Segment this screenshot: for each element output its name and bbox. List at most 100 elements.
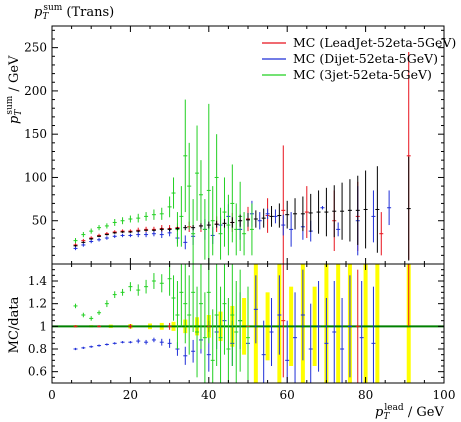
ratio-point-1 (167, 322, 172, 330)
ratio-point-2 (340, 298, 345, 383)
mc-point-1 (281, 145, 286, 264)
data-point (151, 229, 156, 232)
ratio-point-3 (175, 281, 180, 349)
data-point (136, 230, 141, 232)
ratio-point-3 (226, 298, 231, 383)
ratio-point-3 (167, 264, 172, 296)
data-point (246, 212, 250, 227)
ratio-band-bin (375, 264, 380, 383)
data-point (97, 235, 102, 238)
mc-point-2 (183, 235, 188, 250)
mc-point-3 (187, 142, 192, 230)
mc-point-3 (97, 225, 102, 231)
mc-point-3 (136, 213, 141, 223)
ratio-point-2 (97, 344, 102, 347)
mc-point-3 (242, 212, 247, 256)
ratio-point-2 (359, 281, 364, 383)
data-point (120, 231, 125, 233)
data-point (159, 227, 164, 232)
ratio-point-3 (246, 286, 250, 383)
ratio-y-tick-label: 1.2 (28, 297, 47, 311)
data-point (293, 198, 298, 230)
x-tick-label: 20 (123, 388, 138, 402)
ratio-band-bin (336, 264, 341, 383)
ratio-point-2 (371, 286, 376, 383)
ratio-point-2 (332, 281, 337, 383)
mc-point-3 (167, 196, 172, 218)
data-point (355, 175, 360, 245)
ratio-point-3 (128, 282, 133, 292)
mc-point-3 (128, 215, 133, 223)
ratio-point-3 (238, 269, 243, 372)
ratio-point-2 (151, 337, 156, 343)
ratio-y-axis-label: MC/data (7, 296, 22, 353)
ratio-point-2 (191, 339, 196, 363)
mc-point-3 (183, 99, 188, 213)
ratio-point-2 (183, 346, 188, 365)
data-point (175, 226, 180, 231)
data-point (89, 238, 94, 240)
mc-point-2 (281, 214, 286, 236)
mc-point-2 (265, 208, 270, 219)
mc-point-2 (387, 190, 392, 226)
data-point (230, 217, 235, 228)
mc-point-2 (257, 212, 262, 230)
mc-point-2 (81, 243, 86, 247)
ratio-point-3 (151, 273, 156, 289)
ratio-point-2 (316, 281, 321, 372)
mc-point-3 (198, 160, 203, 230)
ratio-plot: 0 20 40 60 80 100 0.6 0.8 1 1.2 1.4 (28, 26, 456, 402)
data-point (128, 231, 133, 233)
mc-point-3 (206, 103, 211, 264)
mc-point-3 (191, 199, 196, 264)
ratio-point-3 (206, 264, 211, 344)
ratio-point-2 (285, 320, 290, 383)
ratio-point-3 (112, 291, 117, 298)
ratio-point-2 (104, 343, 109, 346)
top-label: pTsum (Trans) (34, 3, 114, 22)
mc-point-3 (151, 209, 156, 220)
data-point (183, 225, 188, 231)
data-point (222, 218, 227, 228)
data-point (144, 229, 149, 232)
mc-point-2 (120, 233, 125, 238)
mc-point-3 (230, 164, 235, 243)
mc-point-3 (249, 203, 254, 256)
ratio-point-2 (89, 345, 94, 348)
ratio-point-3 (198, 264, 203, 349)
data-point (375, 166, 380, 253)
ratio-point-3 (218, 286, 223, 383)
data-point (406, 156, 411, 261)
ratio-point-2 (73, 347, 78, 351)
mc-point-2 (289, 212, 294, 247)
data-point (347, 179, 352, 242)
y-tick-label: 100 (24, 170, 47, 184)
ratio-point-1 (281, 264, 286, 378)
ratio-point-3 (195, 286, 200, 378)
ratio-y-tick-label: 0.8 (28, 342, 47, 356)
ratio-point-2 (120, 341, 125, 344)
ratio-point-2 (347, 275, 352, 378)
ratio-point-1 (97, 325, 102, 328)
data-point (191, 225, 196, 231)
data-point (73, 244, 78, 247)
ratio-point-2 (112, 342, 117, 345)
data-point (340, 182, 345, 240)
x-tick-label: 100 (433, 388, 456, 402)
ratio-point-3 (191, 264, 196, 332)
data-point (81, 241, 86, 244)
data-point (261, 208, 266, 228)
data-point (300, 196, 305, 232)
mc-point-3 (120, 217, 125, 225)
data-point (363, 170, 368, 249)
mc-point-3 (195, 125, 200, 221)
legend: MC (LeadJet-52eta-5GeV)MC (Dijet-52eta-5… (262, 35, 456, 82)
mc-point-3 (234, 203, 239, 256)
ratio-y-tick-label: 1.4 (28, 274, 47, 288)
data-point (269, 206, 274, 227)
ratio-point-2 (277, 275, 282, 355)
data-point (167, 227, 172, 232)
y-tick-label: 250 (24, 41, 47, 55)
ratio-point-2 (293, 292, 298, 383)
